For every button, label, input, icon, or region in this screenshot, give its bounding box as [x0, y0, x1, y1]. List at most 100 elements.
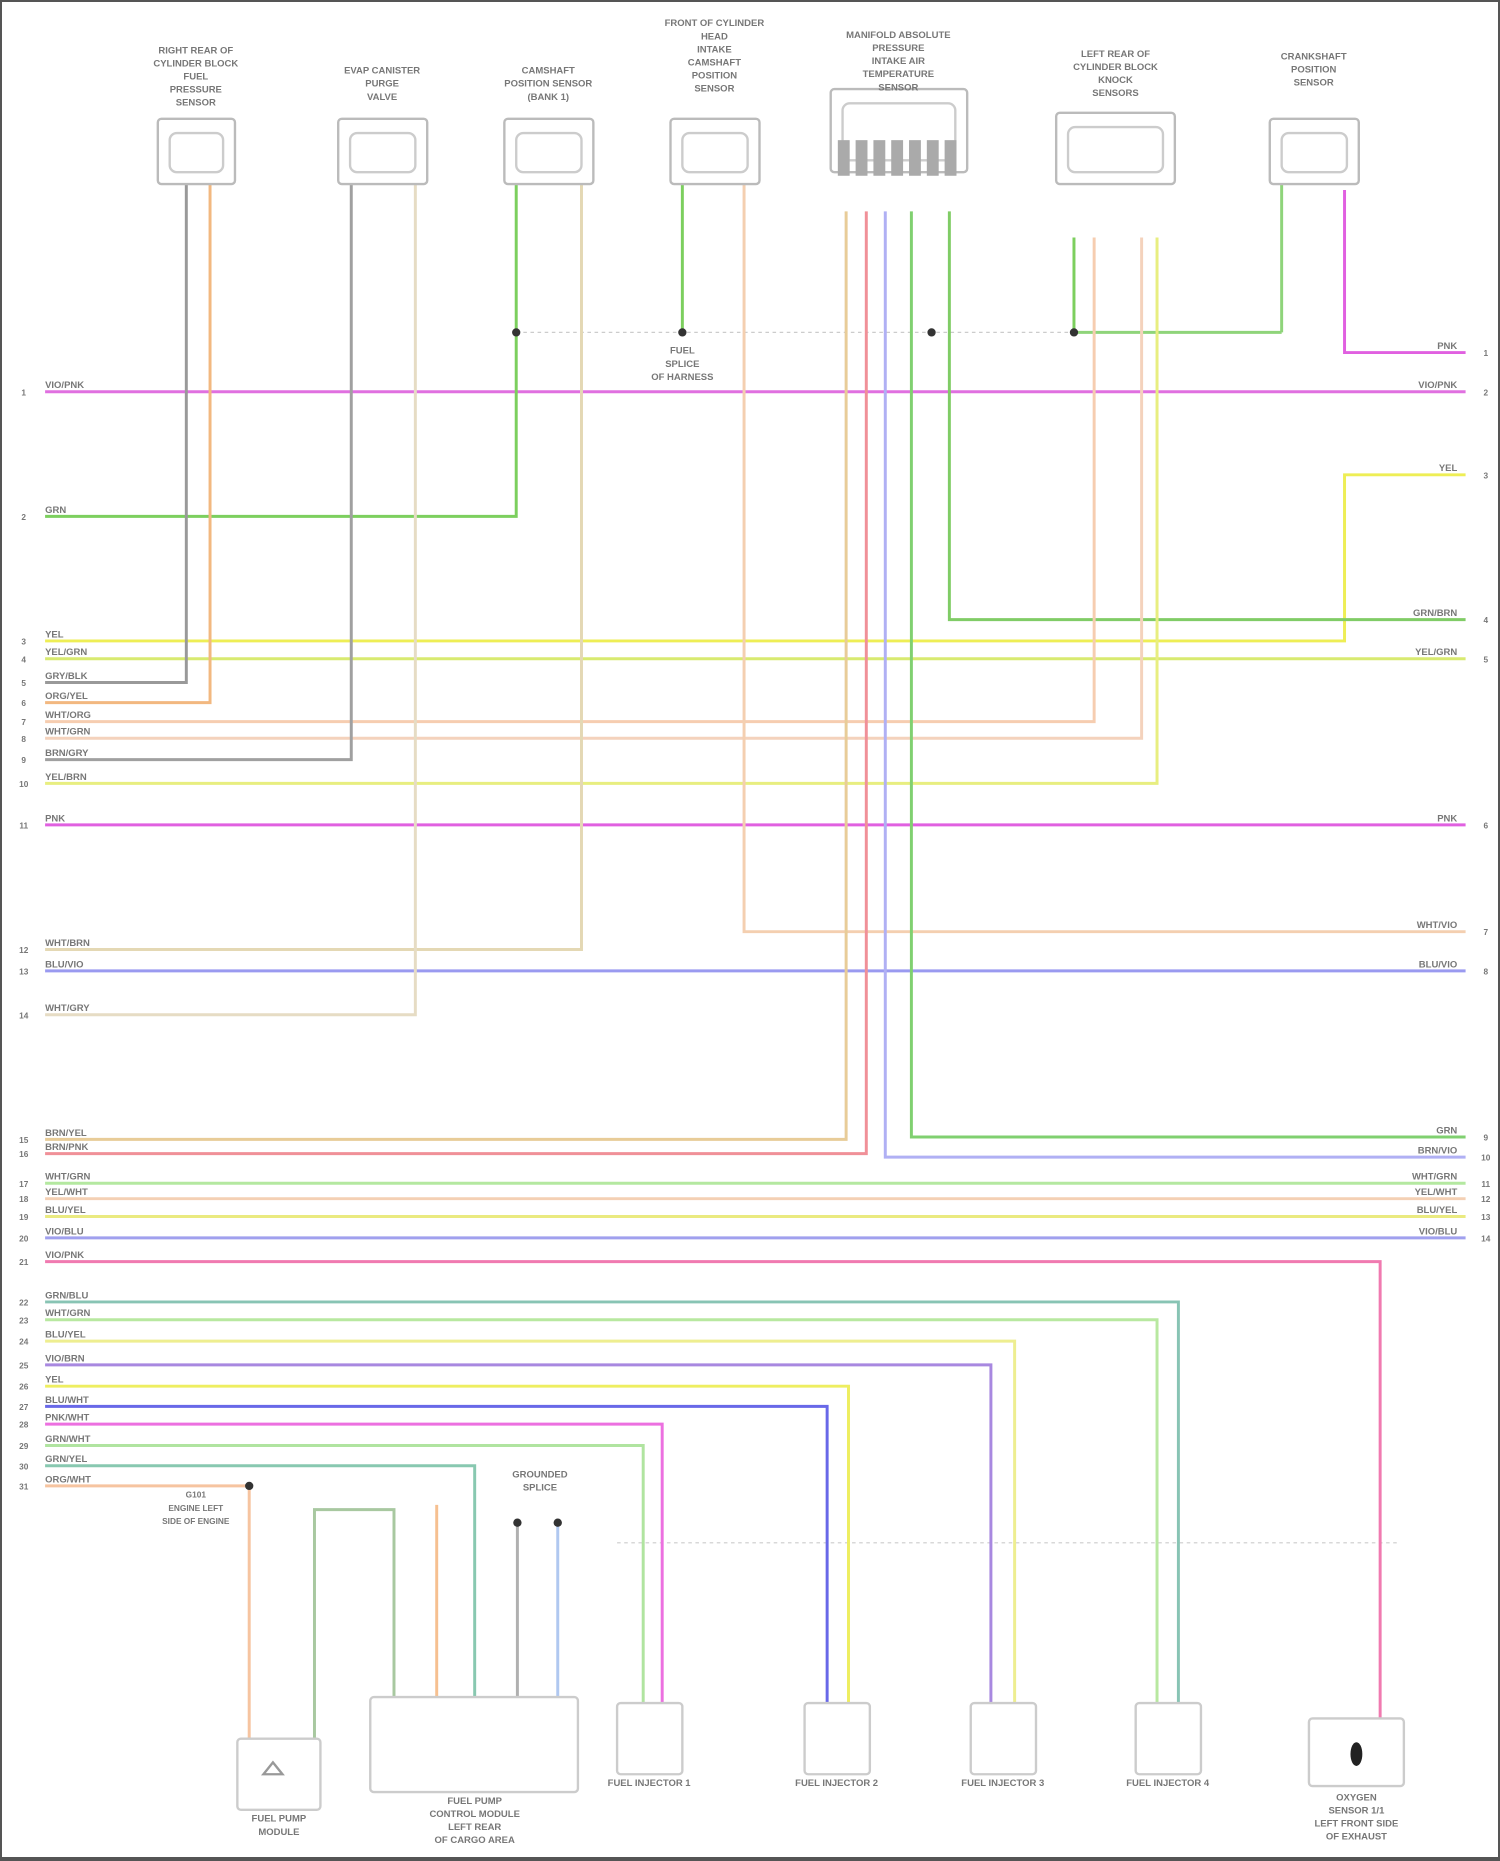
wire-27	[45, 1318, 1159, 1709]
component-label-line: FUEL INJECTOR 1	[608, 1778, 692, 1789]
wire-label-right: GRN/BRN	[1413, 608, 1457, 619]
fuel-pump-motor-icon	[260, 1760, 285, 1776]
pin-number-left: 20	[19, 1233, 29, 1243]
connector-pin	[891, 140, 904, 176]
wire-3	[45, 473, 1466, 643]
connector-pin	[837, 140, 850, 176]
pin-number-right: 6	[1483, 820, 1488, 830]
pin-number-left: 21	[19, 1257, 29, 1267]
splice-label: FUEL SPLICE OF HARNESS	[651, 346, 713, 383]
component-injector-4	[1134, 1701, 1203, 1776]
pin-number-left: 26	[19, 1382, 29, 1392]
wire-label-right: YEL/WHT	[1415, 1187, 1458, 1198]
wire-0	[1343, 189, 1466, 355]
wire-label-right: PNK	[1437, 341, 1457, 352]
splice-dot	[513, 1518, 522, 1527]
wire-34	[45, 1464, 477, 1704]
component-label-line: POSITION	[692, 70, 737, 81]
pin-number-left: 16	[19, 1149, 29, 1159]
component-label-line: SENSORS	[1092, 88, 1138, 99]
splice-label-line: SPLICE	[523, 1483, 557, 1494]
connector-pin	[944, 140, 957, 176]
component-label-line: SENSOR 1/1	[1328, 1805, 1385, 1816]
wire-label-right: BRN/VIO	[1418, 1146, 1458, 1157]
pin-number-left: 22	[19, 1297, 29, 1307]
component-label-line: POSITION	[1291, 65, 1336, 76]
component-c4	[669, 117, 761, 186]
pin-number-right: 14	[1481, 1233, 1491, 1243]
pin-number-right: 2	[1483, 387, 1488, 397]
wire-label-left: BLU/WHT	[45, 1395, 89, 1406]
pin-number-right: 7	[1483, 927, 1488, 937]
wire-label-left: GRN/BLU	[45, 1290, 88, 1301]
wire-29	[45, 1363, 993, 1709]
wire-10	[45, 184, 353, 762]
component-label-line: CYLINDER BLOCK	[1073, 62, 1158, 73]
wire-label-left: WHT/GRN	[45, 727, 90, 738]
wire-label-left: YEL/GRN	[45, 647, 87, 658]
component-label: MANIFOLD ABSOLUTE PRESSURE INTAKE AIR TEMPE…	[846, 30, 951, 93]
component-label-line: FRONT OF CYLINDER	[665, 18, 765, 29]
connector-pin	[873, 140, 886, 176]
component-label-line: PRESSURE	[170, 85, 222, 96]
wire-label-right: BLU/YEL	[1417, 1205, 1458, 1216]
pin-number-left: 11	[19, 820, 28, 830]
component-c6	[1054, 111, 1177, 186]
pin-number-left: 14	[19, 1010, 29, 1020]
ground-label-line: ENGINE LEFT	[168, 1503, 223, 1513]
connector-c6	[1066, 125, 1165, 174]
component-label-line: OXYGEN	[1336, 1792, 1377, 1803]
component-injector-2	[803, 1701, 872, 1776]
connector-pin	[926, 140, 939, 176]
wire-label-left: WHT/GRY	[45, 1003, 90, 1014]
component-injector-1	[615, 1701, 684, 1776]
pin-number-left: 3	[21, 637, 26, 647]
component-label-line: LEFT REAR	[448, 1822, 501, 1833]
pin-number-left: 10	[19, 779, 29, 789]
component-label-line: HEAD	[701, 31, 728, 42]
pin-number-left: 19	[19, 1212, 29, 1222]
wire-label-left: BRN/GRY	[45, 748, 89, 759]
component-label: CAMSHAFT POSITION SENSOR (BANK 1)	[504, 66, 592, 103]
component-label-line: LEFT REAR OF	[1081, 49, 1150, 60]
wire-label-right: GRN	[1436, 1125, 1457, 1136]
splice-label-line: SPLICE	[665, 359, 699, 370]
wire-label-left: BRN/PNK	[45, 1142, 88, 1153]
wire-label-left: GRN/YEL	[45, 1454, 87, 1465]
component-injector-3	[969, 1701, 1038, 1776]
ground-label-line: G101	[186, 1490, 207, 1500]
component-fuel-pump-control-module	[369, 1695, 580, 1794]
pin-number-left: 27	[19, 1402, 29, 1412]
component-label-line: FUEL INJECTOR 3	[961, 1778, 1044, 1789]
wire-label-left: VIO/PNK	[45, 1250, 84, 1261]
wire-label-left: VIO/PNK	[45, 380, 84, 391]
wire-label-left: BRN/YEL	[45, 1128, 87, 1139]
wire-17	[909, 211, 1466, 1139]
component-label-line: PURGE	[365, 79, 399, 90]
wire-label-left: YEL/WHT	[45, 1187, 88, 1198]
wire-label-right: WHT/GRN	[1412, 1172, 1457, 1183]
wire-label-left: YEL	[45, 629, 64, 640]
component-label: FUEL PUMP CONTROL MODULE LEFT REAR OF CARGO…	[429, 1796, 519, 1846]
pin-number-right: 11	[1481, 1179, 1490, 1189]
component-label-line: CAMSHAFT	[522, 66, 575, 77]
pin-number-right: 3	[1483, 470, 1488, 480]
splice-dot	[553, 1518, 562, 1527]
pin-number-right: 9	[1483, 1133, 1488, 1143]
wire-8	[45, 237, 1096, 724]
connector-pin	[909, 140, 921, 176]
connector-c1	[168, 131, 225, 174]
wire-33	[45, 1444, 645, 1709]
wire-label-right: BLU/VIO	[1419, 959, 1457, 970]
splice-label-line: GROUNDED	[512, 1470, 567, 1481]
component-label-line: MANIFOLD ABSOLUTE	[846, 30, 951, 41]
wire-label-left: ORG/WHT	[45, 1474, 91, 1485]
connector-c3	[515, 131, 583, 174]
component-label-line: TEMPERATURE	[863, 69, 935, 80]
wire-26	[45, 1300, 1180, 1709]
connector-pin	[855, 140, 868, 176]
wire-label-left: WHT/GRN	[45, 1172, 90, 1183]
pin-number-left: 24	[19, 1337, 29, 1347]
component-label: FUEL INJECTOR 2	[795, 1778, 878, 1789]
